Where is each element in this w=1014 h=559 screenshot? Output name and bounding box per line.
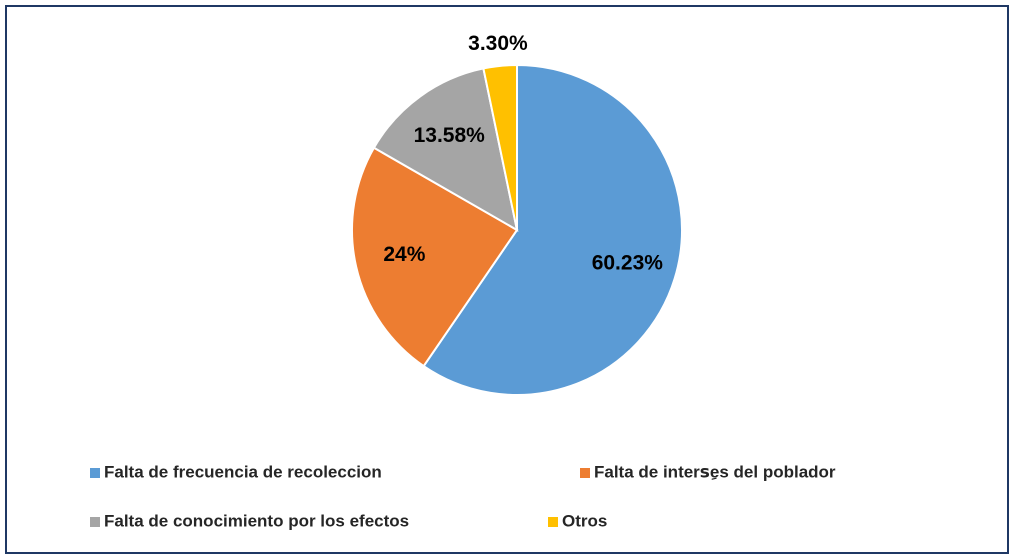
legend-swatch xyxy=(548,517,558,527)
data-label: 24% xyxy=(383,243,425,266)
legend-label: Falta de intersِes del poblador xyxy=(594,462,836,481)
data-label: 60.23% xyxy=(592,252,664,275)
data-label: 13.58% xyxy=(414,124,486,147)
pie-slice xyxy=(351,146,519,368)
legend-label: Falta de conocimiento por los efectos xyxy=(104,511,409,530)
pie-slice xyxy=(422,63,683,396)
data-label: 3.30% xyxy=(468,32,528,55)
pie-slice xyxy=(372,67,519,232)
legend-label: Otros xyxy=(562,511,607,530)
pie-slice xyxy=(482,63,518,231)
legend-label: Falta de frecuencia de recoleccion xyxy=(104,462,382,481)
legend-swatch xyxy=(580,468,590,478)
legend-swatch xyxy=(90,517,100,527)
legend-swatch xyxy=(90,468,100,478)
